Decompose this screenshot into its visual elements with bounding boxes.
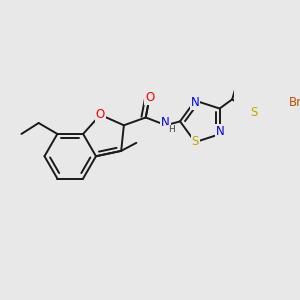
Text: S: S <box>250 106 257 119</box>
Text: N: N <box>216 125 225 138</box>
Text: H: H <box>168 125 175 134</box>
Text: O: O <box>96 108 105 121</box>
Text: Br: Br <box>288 96 300 109</box>
Text: O: O <box>145 91 154 104</box>
Text: N: N <box>191 96 200 109</box>
Text: N: N <box>161 116 170 129</box>
Text: S: S <box>191 135 199 148</box>
